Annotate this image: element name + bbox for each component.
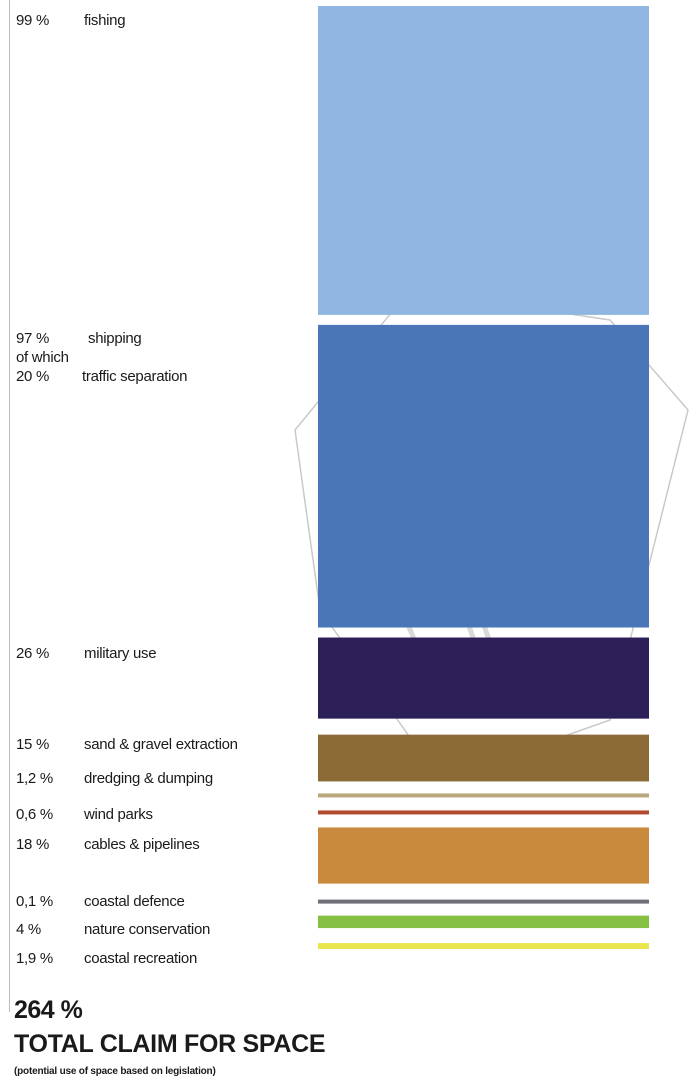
cat-label-wind-parks: wind parks xyxy=(84,806,153,823)
cat-label-nature-conservation: nature conservation xyxy=(84,921,211,938)
bar-fishing xyxy=(318,6,649,315)
pct-label-traffic-separation: 20 % xyxy=(16,368,49,385)
cat-label-coastal-defence: coastal defence xyxy=(84,893,185,910)
pct-label-dredging: 1,2 % xyxy=(16,770,53,787)
bar-sand-gravel-extraction xyxy=(318,734,649,782)
cat-label-coastal-recreation: coastal recreation xyxy=(84,950,197,967)
cat-label-fishing: fishing xyxy=(84,12,126,29)
total-title: TOTAL CLAIM FOR SPACE xyxy=(14,1030,326,1058)
pct-label-sand-gravel: 15 % xyxy=(16,736,49,753)
bar-military-use xyxy=(318,637,649,719)
cat-label-dredging: dredging & dumping xyxy=(84,770,213,787)
pct-label-shipping: 97 % xyxy=(16,330,49,347)
pct-label-military-use: 26 % xyxy=(16,645,49,662)
bar-coastal-defence xyxy=(318,899,649,904)
bar-dredging-dumping xyxy=(318,793,649,798)
pct-label-coastal-defence: 0,1 % xyxy=(16,893,53,910)
bar-nature-conservation xyxy=(318,915,649,929)
bar-wind-parks xyxy=(318,810,649,815)
pct-label-fishing: 99 % xyxy=(16,12,49,29)
bar-cables-pipelines xyxy=(318,827,649,884)
total-percentage: 264 % xyxy=(14,996,83,1024)
pct-label-coastal-recreation: 1,9 % xyxy=(16,950,53,967)
cat-label-military-use: military use xyxy=(84,645,157,662)
bar-coastal-recreation xyxy=(318,943,649,950)
of-which-label: of which xyxy=(16,349,69,366)
total-note: (potential use of space based on legisla… xyxy=(14,1066,216,1077)
pct-label-nature-conservation: 4 % xyxy=(16,921,41,938)
pct-label-cables: 18 % xyxy=(16,836,49,853)
left-divider-line xyxy=(9,0,10,1012)
cat-label-sand-gravel: sand & gravel extraction xyxy=(84,736,238,753)
cat-label-shipping: shipping xyxy=(88,330,142,347)
bar-shipping xyxy=(318,324,649,628)
cat-label-traffic-separation: traffic separation xyxy=(82,368,188,385)
cat-label-cables: cables & pipelines xyxy=(84,836,200,853)
pct-label-wind-parks: 0,6 % xyxy=(16,806,53,823)
